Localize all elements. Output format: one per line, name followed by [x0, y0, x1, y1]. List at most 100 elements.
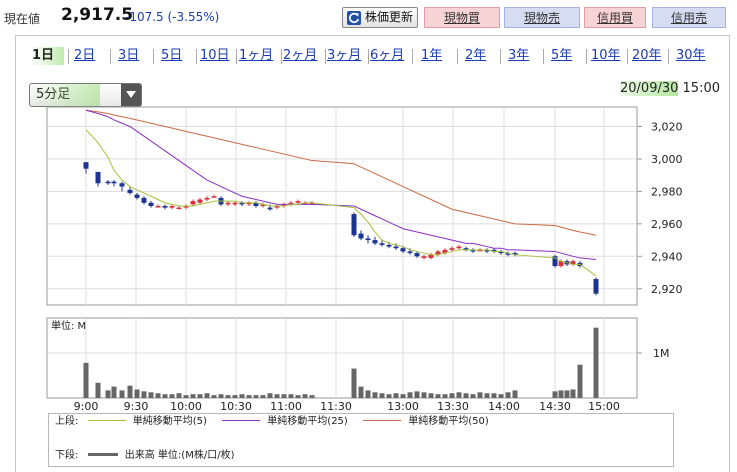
candle-body [204, 197, 210, 200]
refresh-label: 株価更新 [365, 10, 414, 24]
volume-bar [372, 392, 378, 398]
volume-bar [119, 390, 125, 398]
spot-buy-button[interactable]: 現物買 [424, 7, 500, 28]
tab-2m[interactable]: 2ヶ月 [283, 48, 318, 63]
tab-1y[interactable]: 1年 [421, 48, 443, 63]
volume-bar [358, 386, 364, 398]
volume-bar [225, 395, 231, 398]
refresh-icon [347, 11, 361, 25]
legend-upper-label: 上段: [55, 416, 79, 427]
candle-body [477, 249, 483, 252]
tab-5d[interactable]: 5日 [161, 48, 183, 63]
tab-2d[interactable]: 2日 [74, 48, 96, 63]
x-tick-label: 14:00 [488, 400, 520, 413]
volume-bar [414, 391, 420, 398]
volume-bar [428, 393, 434, 398]
tab-3d[interactable]: 3日 [118, 48, 140, 63]
volume-bar [379, 393, 385, 398]
volume-bar [351, 368, 357, 398]
x-tick-label: 9:30 [124, 400, 149, 413]
margin-sell-button[interactable]: 信用売 [652, 7, 726, 28]
refresh-quote-button[interactable]: 株価更新 [342, 7, 418, 28]
volume-bar [246, 395, 252, 398]
candle-body [197, 199, 203, 203]
tab-3y[interactable]: 3年 [508, 48, 530, 63]
price-tick-label: 2,960 [651, 218, 683, 231]
volume-bar [505, 392, 511, 398]
volume-line-swatch [87, 452, 118, 456]
candle-body [407, 251, 413, 254]
volume-bar [365, 390, 371, 398]
candle-body [498, 251, 504, 254]
price-tick-label: 2,920 [651, 283, 683, 296]
candle-body [428, 254, 434, 258]
candle-body [260, 204, 266, 206]
chevron-down-icon [121, 84, 141, 106]
candle-body [211, 196, 217, 198]
candle-body [246, 202, 252, 205]
volume-bar [593, 327, 599, 398]
price-change: -107.5 (-3.55%) [125, 10, 220, 24]
candle-body [274, 206, 280, 208]
candle-body [449, 248, 455, 250]
candle-body [470, 249, 476, 252]
candle-body [365, 238, 371, 241]
candle-body [456, 246, 462, 249]
tab-10y[interactable]: 10年 [591, 48, 621, 63]
tab-20y[interactable]: 20年 [632, 48, 662, 63]
tab-5y[interactable]: 5年 [551, 48, 573, 63]
volume-bar [491, 393, 497, 398]
current-price: 2,917.5 [61, 5, 134, 25]
candle-body [155, 206, 161, 208]
volume-tick-label: 1M [653, 347, 670, 360]
volume-bar [253, 395, 259, 398]
candle-body [414, 253, 420, 257]
legend-volume: 出来高 単位:(M株/口/枚) [124, 450, 235, 461]
candle-body [295, 201, 301, 203]
volume-bar [288, 394, 294, 398]
volume-bar [442, 394, 448, 398]
tab-30y[interactable]: 30年 [676, 48, 706, 63]
legend-lower-row: 下段: 出来高 単位:(M株/口/枚) [55, 449, 234, 463]
volume-bar [435, 394, 441, 398]
x-tick-label: 11:00 [270, 400, 302, 413]
volume-bar [169, 394, 175, 398]
volume-plot-frame [46, 317, 638, 399]
tab-1m[interactable]: 1ヶ月 [239, 48, 274, 63]
x-tick-label: 10:00 [170, 400, 202, 413]
tab-1d[interactable]: 1日 [30, 47, 64, 65]
volume-bar [111, 386, 117, 398]
volume-bar [470, 394, 476, 398]
price-tick-label: 3,020 [651, 120, 683, 133]
candle-body [183, 206, 189, 208]
candle-body [281, 204, 287, 206]
candle-body [552, 256, 558, 267]
candle-body [351, 214, 357, 236]
volume-bar [309, 395, 315, 398]
tab-2y[interactable]: 2年 [465, 48, 487, 63]
tab-3m[interactable]: 3ヶ月 [327, 48, 362, 63]
candle-body [442, 249, 448, 254]
ma5-line-swatch [87, 419, 126, 421]
tab-6m[interactable]: 6ヶ月 [370, 48, 405, 63]
volume-bar [564, 390, 570, 398]
volume-bar [162, 394, 168, 398]
volume-bar [552, 391, 558, 398]
spot-sell-button[interactable]: 現物売 [504, 7, 580, 28]
margin-buy-button[interactable]: 信用買 [584, 7, 646, 28]
volume-bar [484, 393, 490, 398]
candle-body [593, 279, 599, 294]
tab-10d[interactable]: 10日 [200, 48, 230, 63]
candle-body [225, 202, 231, 205]
candle-body [169, 206, 175, 208]
candle-body [512, 253, 518, 255]
volume-bar [127, 385, 133, 398]
candle-body [232, 202, 238, 205]
volume-bar [176, 393, 182, 398]
volume-unit-label: 単位: M [51, 319, 86, 332]
chart-date: 20/09/30 [620, 81, 679, 96]
quote-bar: 現在値 2,917.5 -107.5 (-3.55%) 株価更新 現物買 現物売… [0, 0, 737, 34]
candle-body [393, 246, 399, 249]
volume-bar [95, 382, 101, 398]
